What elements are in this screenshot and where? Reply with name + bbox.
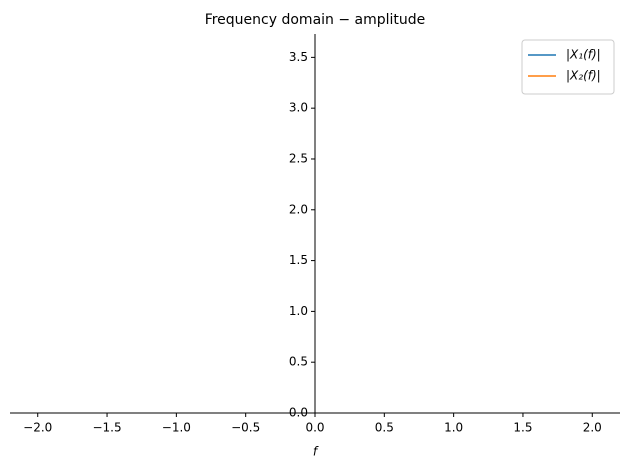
chart-title: Frequency domain − amplitude: [205, 12, 426, 28]
x-tick-label: −2.0: [23, 421, 52, 435]
legend-label: |X₂(f)|: [566, 69, 601, 83]
x-tick-label: 0.5: [375, 421, 394, 435]
x-tick-label: −1.5: [92, 421, 121, 435]
x-tick-label: 1.5: [513, 421, 532, 435]
x-tick-label: 1.0: [444, 421, 463, 435]
y-tick-label: 1.5: [289, 253, 308, 267]
y-tick-label: 0.5: [289, 355, 308, 369]
x-tick-label: −0.5: [231, 421, 260, 435]
y-tick-label: 3.5: [289, 50, 308, 64]
y-tick-label: 1.0: [289, 304, 308, 318]
y-tick-label: 2.5: [289, 151, 308, 165]
y-tick-label: 2.0: [289, 202, 308, 216]
x-tick-label: −1.0: [162, 421, 191, 435]
x-axis-label: f: [313, 445, 319, 459]
y-tick-label: 0.0: [289, 406, 308, 420]
x-tick-label: 2.0: [583, 421, 602, 435]
legend-label: |X₁(f)|: [566, 48, 601, 62]
legend-box: [521, 39, 615, 95]
x-tick-label: 0.0: [305, 421, 324, 435]
y-tick-label: 3.0: [289, 101, 308, 115]
